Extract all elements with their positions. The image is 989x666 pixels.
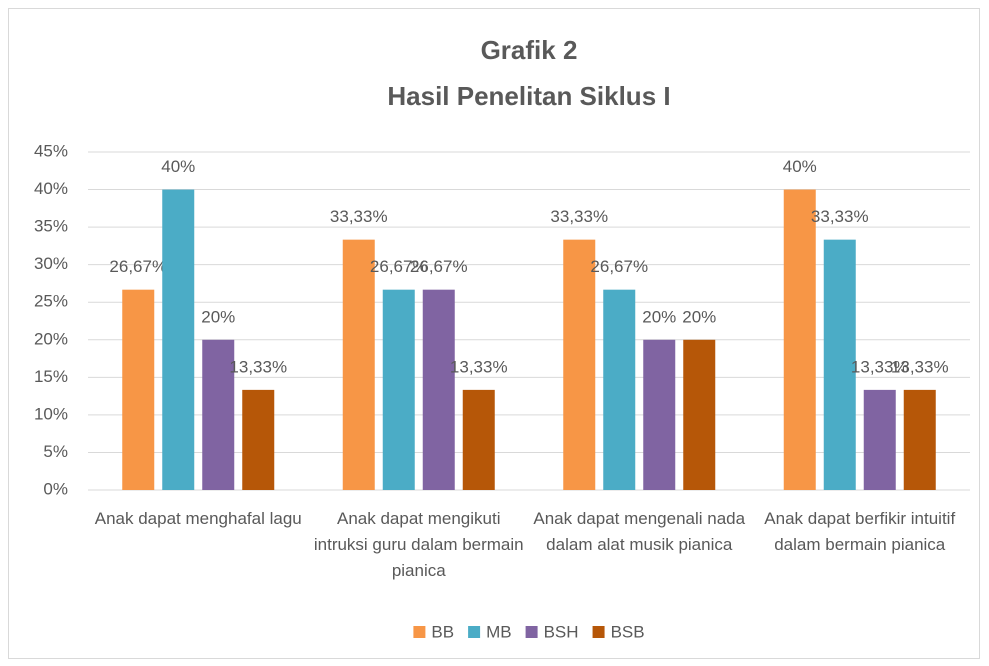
- y-tick-label: 5%: [43, 442, 68, 461]
- bar: [683, 339, 716, 490]
- y-tick-label: 10%: [34, 404, 68, 423]
- bar: [422, 289, 455, 490]
- data-label: 26,67%: [590, 257, 648, 276]
- legend-swatch: [468, 626, 481, 638]
- y-tick-label: 15%: [34, 367, 68, 386]
- data-label: 26,67%: [410, 257, 468, 276]
- y-tick-label: 35%: [34, 217, 68, 236]
- data-label: 20%: [642, 307, 676, 326]
- bar: [783, 189, 816, 491]
- bar: [563, 239, 596, 490]
- bar: [643, 339, 676, 490]
- data-label: 20%: [201, 307, 235, 326]
- data-label: 33,33%: [811, 207, 869, 226]
- bar: [122, 289, 155, 490]
- data-label: 20%: [682, 307, 716, 326]
- y-tick-label: 0%: [43, 479, 68, 498]
- bar: [162, 189, 195, 491]
- legend-swatch: [525, 626, 538, 638]
- bar: [202, 339, 235, 490]
- data-label: 40%: [161, 157, 195, 176]
- y-tick-label: 25%: [34, 292, 68, 311]
- bar: [603, 289, 636, 490]
- y-tick-label: 45%: [34, 141, 68, 160]
- chart-subtitle: Hasil Penelitan Siklus I: [387, 81, 670, 111]
- y-tick-label: 20%: [34, 329, 68, 348]
- bar: [382, 289, 415, 490]
- bar: [823, 239, 856, 490]
- data-label: 40%: [783, 157, 817, 176]
- legend-swatch: [592, 626, 605, 638]
- legend-label: BB: [431, 622, 454, 641]
- data-label: 33,33%: [550, 207, 608, 226]
- data-label: 13,33%: [891, 357, 949, 376]
- legend-label: BSH: [544, 622, 579, 641]
- data-label: 13,33%: [229, 357, 287, 376]
- x-tick-label: Anak dapat menghafal lagu: [94, 509, 302, 528]
- data-label: 33,33%: [330, 207, 388, 226]
- bar: [903, 389, 936, 490]
- bar: [863, 389, 896, 490]
- y-tick-label: 30%: [34, 254, 68, 273]
- data-label: 26,67%: [370, 257, 428, 276]
- chart-title: Grafik 2: [481, 35, 578, 65]
- data-label: 13,33%: [851, 357, 909, 376]
- data-label: 26,67%: [109, 257, 167, 276]
- legend-swatch: [413, 626, 426, 638]
- x-tick-label: Anak dapat mengenali nada dalam alat mus…: [533, 509, 746, 554]
- x-tick-label: Anak dapat berfikir intuitif dalam berma…: [764, 509, 956, 554]
- data-label: 13,33%: [450, 357, 508, 376]
- bar: [462, 389, 495, 490]
- x-tick-label: Anak dapat mengikuti intruksi guru dalam…: [313, 509, 524, 580]
- y-tick-label: 40%: [34, 179, 68, 198]
- bar: [242, 389, 275, 490]
- bar: [342, 239, 375, 490]
- legend-label: BSB: [611, 622, 645, 641]
- legend-label: MB: [486, 622, 512, 641]
